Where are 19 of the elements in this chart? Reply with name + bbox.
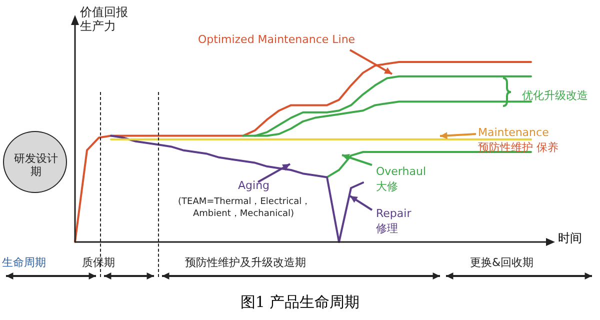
text: 更换&回收期 (470, 256, 534, 270)
annotation: 预防性维护 保养 (478, 141, 558, 155)
text: 研发设计期 (13, 152, 59, 178)
text: 预防性维护及升级改造期 (185, 256, 306, 270)
text: 质保期 (82, 256, 115, 270)
text: 生命周期 (2, 256, 46, 270)
annotation: 大修 (376, 180, 398, 194)
y-axis-title: 价值回报生产力 (80, 5, 129, 34)
annotation: (TEAM=Thermal，Electrical， (178, 197, 311, 208)
annotation: Overhaul (376, 165, 426, 179)
annotation: 修理 (376, 222, 398, 236)
text: 图1 产品生命周期 (239, 293, 361, 312)
annotation: Repair (376, 207, 412, 221)
text: Optimized Maintenance Line (198, 33, 356, 47)
annotation: Maintenance (478, 126, 549, 140)
x-axis-title: 时间 (558, 231, 582, 246)
annotation: 优化升级改造 (522, 89, 588, 103)
annotation: Ambient，Mechanical) (193, 209, 294, 220)
annotation: Aging (238, 179, 270, 193)
